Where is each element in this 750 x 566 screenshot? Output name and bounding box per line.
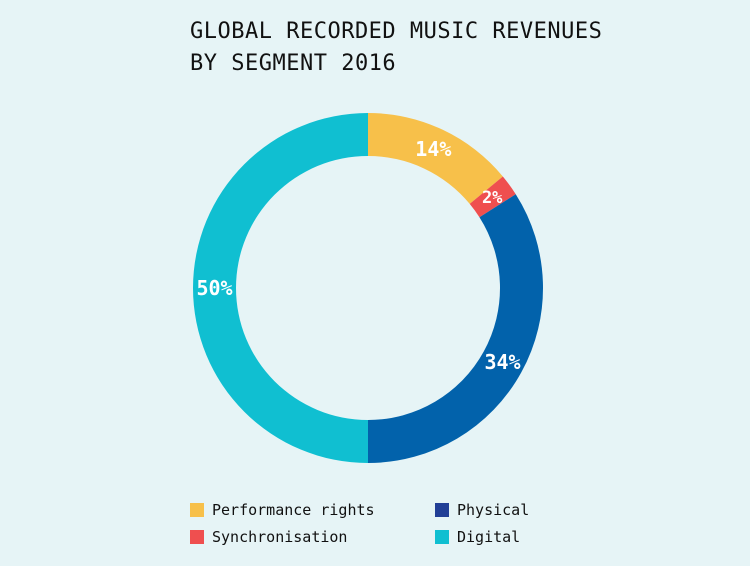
donut-slice-labels: 14% 2% 34% 50% (196, 137, 520, 374)
legend-swatch (435, 503, 449, 517)
donut-slice-label: 14% (415, 137, 451, 161)
legend-swatch (190, 530, 204, 544)
donut-slice-physical (368, 194, 543, 463)
donut-slice-performance-rights (368, 113, 503, 204)
legend-item: Digital (435, 525, 520, 549)
chart-title: GLOBAL RECORDED MUSIC REVENUES BY SEGMEN… (190, 19, 603, 76)
legend-swatch (190, 503, 204, 517)
donut-slice-synchronisation (469, 176, 516, 218)
chart-legend: Performance rights Physical Synchronisat… (190, 498, 610, 558)
legend-label: Digital (457, 528, 521, 546)
legend-item: Performance rights (190, 498, 375, 522)
legend-label: Physical (457, 501, 530, 519)
donut-slice-label: 50% (196, 276, 232, 300)
legend-label: Synchronisation (212, 528, 348, 546)
legend-item: Physical (435, 498, 529, 522)
legend-swatch (435, 530, 449, 544)
donut-slice-label: 2% (482, 188, 503, 208)
legend-label: Performance rights (212, 501, 375, 519)
donut-slices (193, 113, 543, 463)
donut-slice-digital (193, 113, 368, 463)
legend-item: Synchronisation (190, 525, 347, 549)
donut-slice-label: 34% (484, 350, 520, 374)
